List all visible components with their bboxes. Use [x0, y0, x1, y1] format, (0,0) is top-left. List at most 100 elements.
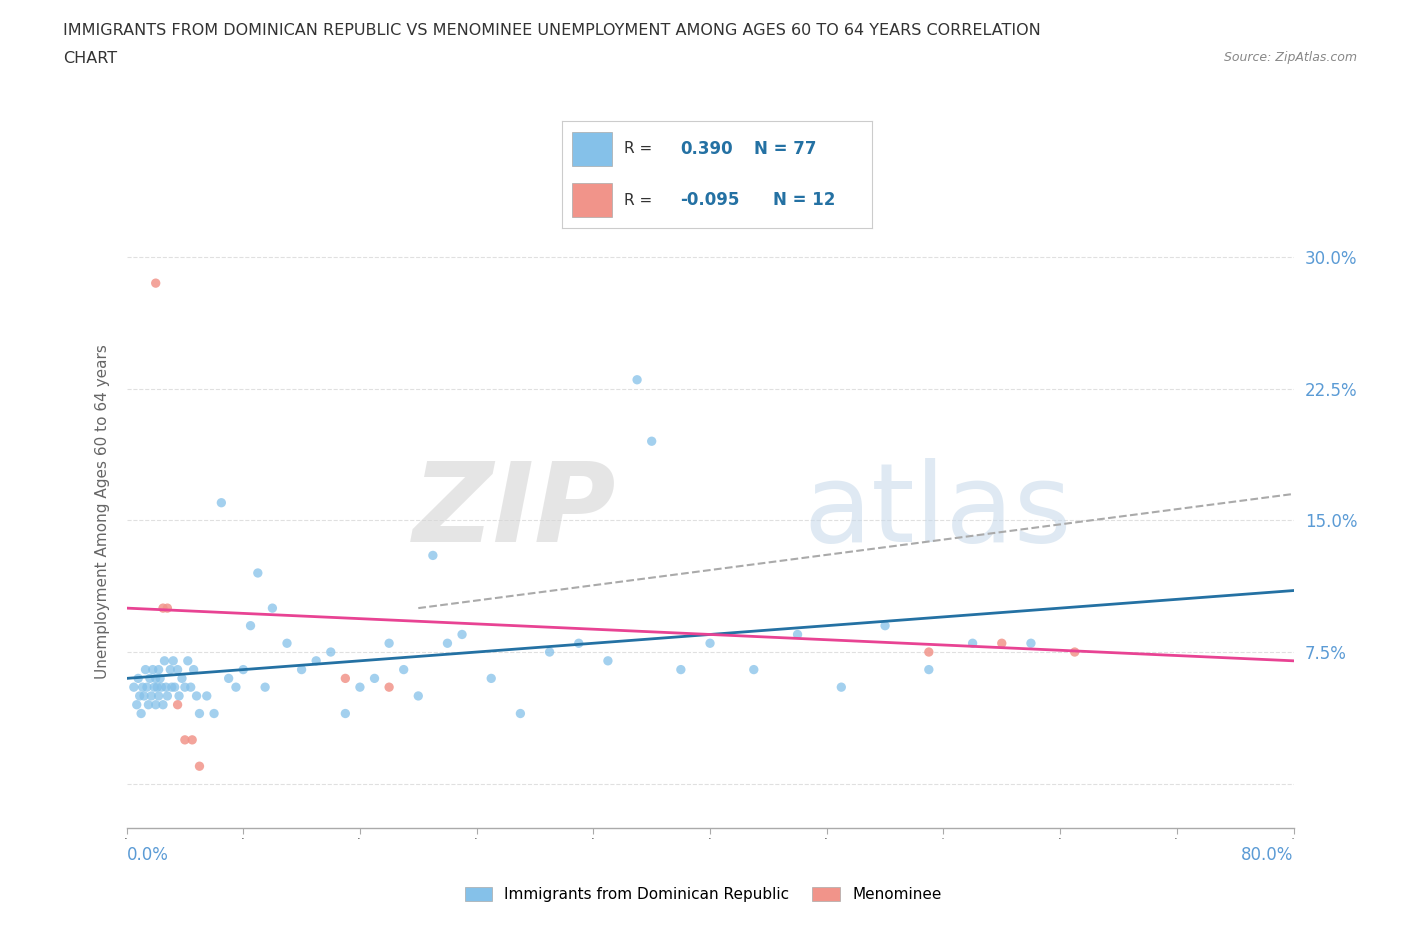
Point — [262, 601, 284, 616]
Point — [150, 680, 173, 695]
Point — [568, 636, 591, 651]
Point — [186, 688, 208, 703]
Point — [174, 733, 197, 748]
Text: N = 77: N = 77 — [754, 140, 817, 158]
Point — [177, 654, 200, 669]
Text: R =: R = — [624, 141, 658, 156]
Point — [363, 671, 385, 685]
Point — [290, 662, 312, 677]
Point — [166, 662, 188, 677]
Point — [202, 706, 225, 721]
Point — [830, 680, 852, 695]
Point — [378, 680, 401, 695]
Point — [305, 654, 328, 669]
Point — [160, 680, 183, 695]
Point — [174, 680, 197, 695]
Point — [596, 654, 619, 669]
Point — [136, 680, 159, 695]
Point — [145, 698, 167, 712]
Point — [152, 698, 174, 712]
Point — [1063, 644, 1085, 659]
Point — [134, 662, 156, 677]
Point — [246, 565, 269, 580]
Point — [167, 688, 190, 703]
Point — [148, 662, 170, 677]
Point — [163, 680, 186, 695]
Point — [188, 706, 211, 721]
Point — [162, 654, 184, 669]
Point — [131, 680, 153, 695]
FancyBboxPatch shape — [572, 183, 612, 218]
Text: CHART: CHART — [63, 51, 117, 66]
Point — [148, 688, 170, 703]
Text: IMMIGRANTS FROM DOMINICAN REPUBLIC VS MENOMINEE UNEMPLOYMENT AMONG AGES 60 TO 64: IMMIGRANTS FROM DOMINICAN REPUBLIC VS ME… — [63, 23, 1040, 38]
Point — [990, 636, 1012, 651]
Point — [875, 618, 897, 633]
Legend: Immigrants from Dominican Republic, Menominee: Immigrants from Dominican Republic, Meno… — [458, 881, 948, 909]
Point — [392, 662, 415, 677]
Text: ZIP: ZIP — [413, 458, 617, 565]
Point — [127, 671, 149, 685]
Point — [509, 706, 531, 721]
Point — [451, 627, 474, 642]
Point — [254, 680, 277, 695]
Point — [139, 671, 162, 685]
Point — [918, 662, 941, 677]
Point — [156, 688, 179, 703]
Point — [538, 644, 561, 659]
Point — [145, 275, 167, 290]
Point — [145, 671, 167, 685]
Point — [349, 680, 371, 695]
Point — [129, 706, 152, 721]
Point — [128, 688, 150, 703]
Point — [225, 680, 247, 695]
Point — [319, 644, 342, 659]
Point — [335, 671, 357, 685]
Point — [209, 496, 232, 511]
Point — [183, 662, 205, 677]
Point — [180, 680, 202, 695]
Text: Source: ZipAtlas.com: Source: ZipAtlas.com — [1223, 51, 1357, 64]
FancyBboxPatch shape — [572, 132, 612, 166]
Point — [149, 671, 172, 685]
Text: -0.095: -0.095 — [681, 191, 740, 209]
Point — [132, 688, 155, 703]
Point — [408, 688, 430, 703]
Point — [786, 627, 808, 642]
Point — [218, 671, 240, 685]
Point — [141, 688, 163, 703]
Point — [156, 601, 179, 616]
Point — [153, 654, 176, 669]
Point — [166, 698, 188, 712]
Point — [181, 733, 204, 748]
Text: 0.390: 0.390 — [681, 140, 733, 158]
Point — [152, 601, 174, 616]
Point — [378, 636, 401, 651]
Point — [918, 644, 941, 659]
Point — [335, 706, 357, 721]
Text: 0.0%: 0.0% — [127, 846, 169, 864]
Point — [742, 662, 765, 677]
Text: atlas: atlas — [803, 458, 1071, 565]
Point — [699, 636, 721, 651]
Point — [195, 688, 218, 703]
Point — [188, 759, 211, 774]
Text: R =: R = — [624, 193, 658, 207]
Point — [640, 433, 664, 448]
Point — [276, 636, 298, 651]
Point — [239, 618, 262, 633]
Point — [138, 698, 160, 712]
Point — [626, 372, 648, 387]
Point — [142, 662, 165, 677]
Point — [436, 636, 458, 651]
Point — [479, 671, 502, 685]
Point — [170, 671, 193, 685]
Point — [962, 636, 984, 651]
Point — [422, 548, 444, 563]
Point — [159, 662, 181, 677]
Point — [125, 698, 148, 712]
Point — [122, 680, 145, 695]
Point — [669, 662, 692, 677]
Point — [143, 680, 166, 695]
Point — [232, 662, 254, 677]
